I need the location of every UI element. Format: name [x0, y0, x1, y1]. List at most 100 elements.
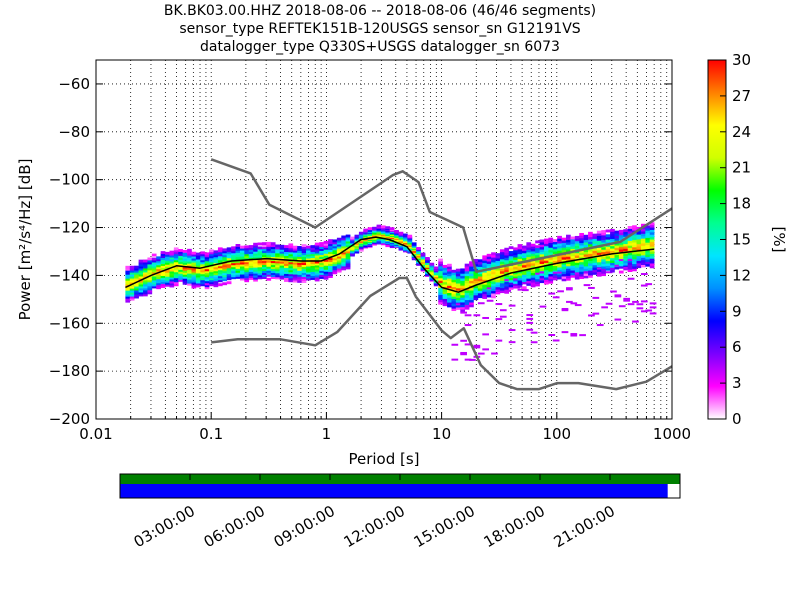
histogram-cell	[165, 269, 170, 273]
histogram-cell	[160, 279, 166, 282]
histogram-cell	[257, 272, 263, 276]
histogram-cell	[539, 244, 545, 248]
histogram-cell	[442, 274, 448, 278]
histogram-cell	[499, 254, 505, 257]
histogram-cell	[504, 281, 510, 285]
histogram-cell	[632, 258, 637, 262]
histogram-cell	[235, 269, 241, 273]
histogram-cell	[438, 280, 443, 284]
histogram-cell	[464, 324, 472, 327]
histogram-cell	[328, 259, 333, 263]
histogram-cell	[147, 263, 153, 267]
histogram-cell	[526, 251, 532, 255]
histogram-cell	[477, 288, 483, 291]
histogram-cell	[521, 264, 527, 268]
histogram-cell	[451, 308, 457, 312]
histogram-cell	[447, 270, 452, 274]
histogram-cell	[235, 273, 241, 277]
histogram-cell	[292, 255, 298, 259]
histogram-cell	[596, 261, 602, 265]
histogram-cell	[169, 280, 175, 284]
histogram-cell	[636, 258, 642, 261]
histogram-cell	[566, 288, 573, 291]
histogram-cell	[134, 293, 139, 297]
histogram-cell	[279, 260, 285, 264]
histogram-cell	[583, 263, 589, 267]
histogram-cell	[310, 251, 316, 255]
histogram-cell	[526, 317, 534, 320]
histogram-cell	[464, 270, 470, 274]
histogram-cell	[151, 271, 157, 275]
histogram-cell	[469, 290, 474, 293]
histogram-cell	[257, 254, 263, 258]
histogram-cell	[209, 267, 214, 271]
histogram-cell	[535, 254, 540, 258]
histogram-cell	[552, 263, 558, 266]
histogram-cell	[645, 261, 651, 265]
histogram-cell	[438, 273, 443, 276]
histogram-cell	[552, 243, 558, 247]
histogram-cell	[134, 267, 139, 271]
histogram-cell	[552, 277, 558, 281]
histogram-cell	[469, 275, 474, 279]
histogram-cell	[561, 263, 567, 267]
histogram-cell	[491, 288, 496, 292]
histogram-cell	[143, 277, 148, 281]
histogram-cell	[588, 248, 593, 252]
histogram-cell	[244, 275, 250, 279]
histogram-cell	[442, 291, 448, 295]
histogram-cell	[596, 237, 602, 241]
histogram-cell	[314, 246, 320, 250]
histogram-cell	[548, 256, 554, 260]
histogram-cell	[614, 266, 620, 270]
histogram-cell	[477, 266, 483, 270]
histogram-cell	[610, 238, 615, 242]
histogram-cell	[195, 256, 201, 260]
histogram-cell	[588, 243, 593, 247]
histogram-cell	[570, 260, 576, 264]
histogram-cell	[570, 262, 576, 266]
histogram-cell	[266, 277, 272, 281]
histogram-cell	[552, 246, 558, 250]
histogram-cell	[543, 281, 549, 285]
histogram-cell	[570, 333, 578, 336]
histogram-cell	[460, 273, 465, 277]
histogram-cell	[200, 283, 206, 287]
histogram-cell	[134, 265, 139, 269]
histogram-cell	[319, 264, 324, 267]
histogram-cell	[160, 273, 166, 276]
histogram-cell	[561, 256, 567, 260]
histogram-cell	[248, 267, 254, 270]
histogram-cell	[526, 244, 532, 248]
histogram-cell	[610, 269, 615, 273]
histogram-cell	[147, 289, 153, 293]
histogram-cell	[173, 247, 179, 251]
x-tick-label: 0.01	[79, 425, 112, 443]
histogram-cell	[297, 279, 302, 283]
histogram-cell	[495, 260, 501, 264]
histogram-cell	[526, 275, 532, 279]
histogram-cell	[574, 259, 580, 263]
histogram-cell	[319, 272, 324, 275]
histogram-cell	[328, 249, 333, 253]
histogram-cell	[314, 242, 320, 246]
histogram-cell	[323, 262, 329, 266]
histogram-cell	[187, 264, 192, 268]
histogram-cell	[235, 265, 241, 269]
histogram-cell	[548, 266, 554, 270]
histogram-cell	[306, 251, 311, 255]
histogram-cell	[341, 263, 347, 267]
histogram-cell	[244, 271, 250, 275]
histogram-cell	[279, 250, 285, 254]
histogram-cell	[486, 280, 492, 284]
histogram-cell	[191, 259, 197, 263]
histogram-cell	[173, 269, 179, 273]
histogram-cell	[579, 268, 584, 272]
histogram-cell	[486, 263, 492, 267]
histogram-cell	[134, 273, 139, 277]
histogram-cell	[182, 251, 188, 255]
histogram-cell	[253, 244, 258, 248]
histogram-cell	[552, 270, 558, 274]
histogram-cell	[160, 283, 166, 286]
histogram-cell	[521, 289, 529, 292]
